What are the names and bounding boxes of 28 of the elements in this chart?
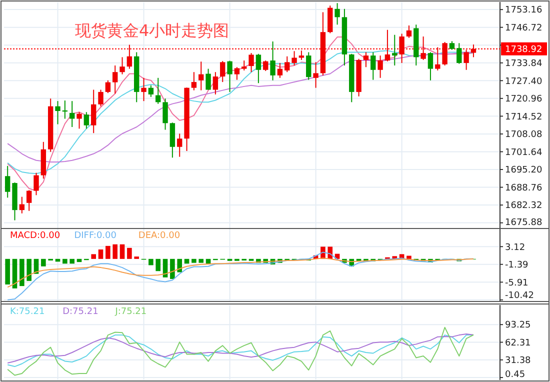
ref-line-label: 1738.92	[505, 45, 542, 56]
y-tick-label: 1675.88	[505, 218, 542, 228]
y-tick-label: 62.31	[505, 338, 531, 348]
y-tick-label: -1.39	[505, 260, 529, 271]
y-tick-label: 93.25	[505, 320, 531, 331]
text: DEA:0.00	[138, 231, 180, 241]
y-tick-label: -10.42	[505, 291, 534, 302]
y-tick-label: 3.12	[505, 242, 526, 253]
y-tick-label: 1701.64	[505, 148, 542, 158]
y-tick-label: 1688.76	[505, 183, 542, 194]
y-tick-label: 0.45	[505, 370, 526, 380]
y-tick-label: 1733.84	[505, 59, 542, 70]
y-tick-label: 1708.08	[505, 130, 542, 140]
y-tick-label: 1727.40	[505, 76, 542, 87]
text: DIFF:0.00	[74, 231, 117, 241]
y-tick-label: 1682.32	[505, 201, 542, 212]
y-tick-label: 1695.20	[505, 166, 542, 176]
y-tick-label: 1746.72	[505, 23, 542, 34]
y-tick-label: -5.91	[505, 278, 528, 288]
series-label: J:75.21	[114, 307, 147, 317]
y-tick-label: 1720.96	[505, 94, 542, 105]
text: D:75.21	[62, 307, 98, 317]
series-label: MACD:0.00	[10, 231, 60, 241]
text: 现货黄金4小时走势图	[75, 21, 230, 40]
y-tick-label: 31.38	[505, 356, 532, 366]
text: K:75.21	[10, 307, 45, 317]
y-tick-label: 1753.16	[505, 6, 542, 16]
y-tick-label: 1714.52	[505, 112, 542, 122]
